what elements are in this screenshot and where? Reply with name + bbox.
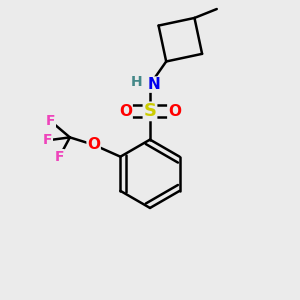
Text: O: O (87, 137, 100, 152)
Text: F: F (46, 114, 55, 128)
Text: O: O (168, 104, 181, 119)
Text: F: F (43, 133, 52, 147)
Text: F: F (55, 150, 64, 164)
Text: H: H (131, 75, 142, 88)
Text: S: S (143, 102, 157, 120)
Text: N: N (148, 77, 161, 92)
Text: O: O (119, 104, 132, 119)
